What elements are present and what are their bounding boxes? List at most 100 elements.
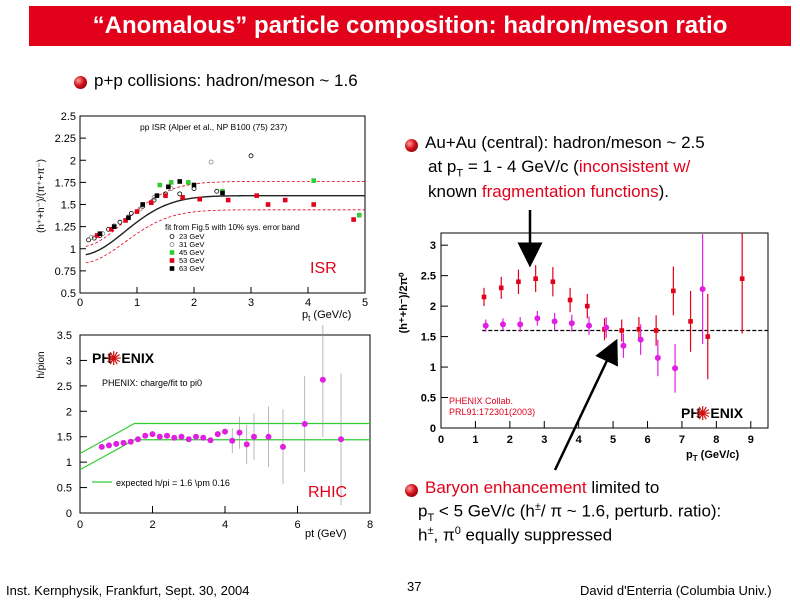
- x-tick-label: 8: [367, 519, 373, 531]
- y-tick-label: 1.75: [55, 177, 76, 189]
- bullet-icon: [405, 139, 418, 152]
- data-point: [499, 321, 506, 328]
- y-tick-label: 3: [430, 240, 436, 252]
- legend-label: 23 GeV: [179, 232, 204, 241]
- x-tick-label: 2: [507, 434, 513, 446]
- data-point: [739, 276, 745, 282]
- logo-ray: [113, 354, 121, 359]
- data-point: [517, 321, 524, 328]
- x-tick-label: 1: [134, 297, 140, 309]
- expected-band-line: [79, 422, 370, 455]
- data-point: [534, 315, 541, 322]
- data-point: [481, 294, 487, 300]
- y-tick-label: 0.75: [55, 266, 76, 278]
- data-point: [166, 184, 171, 190]
- data-point: [117, 219, 123, 225]
- data-point: [533, 276, 538, 282]
- data-point: [671, 288, 676, 294]
- data-point: [148, 200, 154, 206]
- x-axis-label: pt (GeV/c): [302, 309, 351, 323]
- y-axis-label: h/pion: [36, 351, 47, 378]
- y-tick-label: 2.5: [61, 111, 76, 123]
- data-point: [319, 376, 326, 383]
- data-point: [154, 193, 160, 198]
- data-point: [134, 209, 140, 214]
- data-point: [106, 442, 112, 449]
- collab-label: PHENIX Collab.: [449, 396, 513, 406]
- data-point: [208, 159, 214, 165]
- data-point: [163, 193, 168, 198]
- data-point: [111, 224, 117, 229]
- y-tick-label: 0: [66, 508, 72, 520]
- fit-curve: [85, 194, 365, 256]
- legend-marker: [169, 250, 175, 255]
- logo-text-right: ENIX: [710, 405, 743, 421]
- data-point: [97, 231, 103, 237]
- footer-author: David d'Enterria (Columbia Univ.): [580, 583, 772, 598]
- data-point: [243, 441, 250, 448]
- data-point: [301, 421, 308, 427]
- y-tick-label: 1.25: [55, 222, 76, 234]
- data-point: [311, 202, 316, 207]
- fit-band-upper: [85, 181, 365, 247]
- logo-ray: [702, 409, 710, 414]
- page-number: 37: [407, 579, 422, 594]
- x-tick-label: 3: [248, 297, 254, 309]
- pp-bullet-text: p+p collisions: hadron/meson ~ 1.6: [94, 71, 358, 90]
- ref-label: PRL91:172301(2003): [449, 407, 535, 417]
- x-tick-label: 3: [541, 434, 547, 446]
- y-tick-label: 2.5: [421, 271, 436, 283]
- rhic-chart: 0 0.5 1 1.5 2 2.5 3 3.5 0 2 4 6 8 PHENIX: charge/fit …: [36, 325, 373, 540]
- data-point: [251, 433, 257, 440]
- legend-label: 63 GeV: [179, 264, 204, 273]
- data-point: [551, 318, 558, 325]
- y-axis-label: (h⁺+h⁻)/2π⁰: [398, 272, 410, 333]
- expected-band-line: [79, 439, 370, 471]
- data-point: [248, 153, 254, 159]
- data-point: [151, 197, 157, 203]
- x-tick-label: 8: [713, 434, 719, 446]
- y-tick-label: 0.5: [421, 393, 436, 405]
- data-point: [229, 437, 236, 444]
- x-tick-label: 4: [576, 434, 583, 446]
- x-tick-label: 4: [305, 297, 311, 309]
- y-tick-label: 3: [66, 355, 72, 367]
- data-point: [688, 319, 693, 324]
- baryon-line1: Baryon enhancement limited to: [425, 478, 660, 497]
- x-tick-label: 5: [362, 297, 368, 309]
- data-point: [191, 182, 197, 188]
- phenix-note: PHENIX: charge/fit to pi0: [102, 378, 202, 388]
- data-point: [185, 436, 192, 443]
- data-point: [619, 328, 625, 333]
- data-point: [164, 432, 170, 439]
- baryon-line3: h±, π0 equally suppressed: [418, 525, 613, 545]
- legend-marker: [169, 234, 175, 239]
- data-point: [98, 443, 105, 450]
- bullet-icon: [74, 76, 87, 89]
- data-point: [214, 188, 220, 194]
- data-point: [620, 342, 627, 349]
- data-point: [193, 433, 199, 440]
- x-tick-label: 7: [679, 434, 685, 446]
- header-note: pp ISR (Alper et al., NP B100 (75) 237): [140, 122, 287, 132]
- x-tick-label: 0: [77, 297, 83, 309]
- auau-line2: at pT = 1 - 4 GeV/c (inconsistent w/: [428, 157, 691, 180]
- x-axis-label: pT (GeV/c): [686, 449, 740, 463]
- data-point: [177, 191, 183, 197]
- data-point: [482, 322, 489, 329]
- data-point: [128, 210, 134, 216]
- x-tick-label: 2: [191, 297, 197, 309]
- logo-text-left: PH: [92, 350, 111, 366]
- data-point: [177, 179, 183, 184]
- auau-line1: Au+Au (central): hadron/meson ~ 2.5: [425, 133, 705, 152]
- x-tick-label: 0: [438, 434, 444, 446]
- legend-label: 31 GeV: [179, 240, 204, 249]
- legend-label: 53 GeV: [179, 256, 204, 265]
- title-bar: [29, 6, 791, 46]
- data-point: [498, 285, 504, 291]
- y-tick-label: 0: [430, 423, 436, 435]
- data-point: [207, 437, 214, 444]
- data-point: [653, 328, 659, 333]
- y-tick-label: 0.5: [57, 483, 72, 495]
- data-point: [137, 206, 143, 212]
